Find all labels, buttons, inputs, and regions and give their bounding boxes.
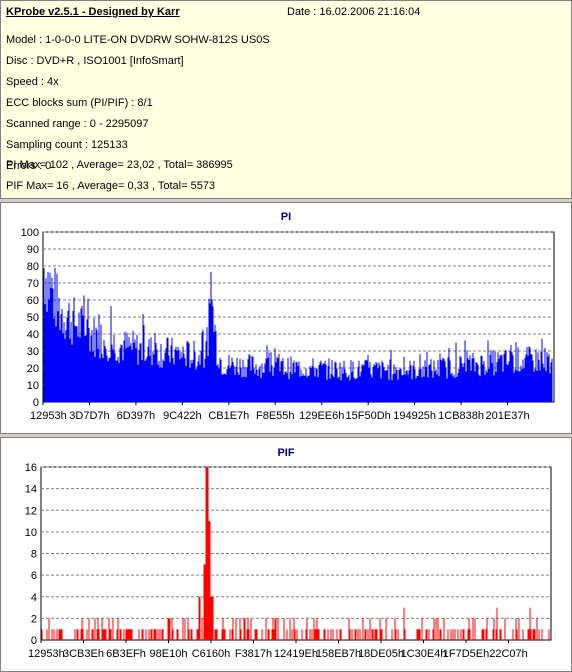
disc-line: Disc : DVD+R , ISO1001 [InfoSmart]	[6, 55, 184, 67]
pif-y-tick-label: 0	[31, 635, 37, 647]
pi-x-tick-label: 9C422h	[163, 410, 202, 422]
pi-y-tick-label: 80	[27, 261, 39, 273]
pi-x-tick-label: 194925h	[393, 410, 436, 422]
errors-line: Errors : 0	[6, 160, 52, 172]
pif-x-tick-label: 1C30E4h	[401, 648, 447, 660]
pi-y-tick-label: 50	[27, 312, 39, 324]
pif-x-tick-label: 158EB7h	[316, 648, 361, 660]
model-line: Model : 1-0-0-0 LITE-ON DVDRW SOHW-812S …	[6, 34, 270, 46]
pif-summary-line: PIF Max= 16 , Average= 0,33 , Total= 557…	[6, 180, 216, 192]
pif-x-tick-label: 98E10h	[150, 648, 188, 660]
pif-x-tick-label: 3CB3Eh	[63, 648, 104, 660]
pi-x-tick-label: 129EE6h	[299, 410, 344, 422]
pif-y-tick-label: 8	[31, 549, 37, 561]
pi-y-tick-label: 90	[27, 244, 39, 256]
range-line: Scanned range : 0 - 2295097	[6, 118, 149, 130]
pi-y-tick-label: 60	[27, 295, 39, 307]
pi-y-tick-label: 10	[27, 380, 39, 392]
pif-y-tick-label: 16	[25, 462, 37, 474]
pi-chart: 0 10 20 30 40 50 60 70 80 90 100 12953h 3D7D7h 6D397h…	[21, 227, 555, 422]
info-panel: KProbe v2.5.1 - Designed by Karr Date : …	[0, 0, 572, 199]
pif-x-tick-label: F3817h	[235, 648, 272, 660]
pif-x-tick-label: 18DE05h	[358, 648, 404, 660]
pif-bars	[41, 467, 550, 640]
pif-y-tick-label: 12	[25, 505, 37, 517]
pi-x-tick-label: 12953h	[30, 410, 67, 422]
pi-x-tick-label: F8E55h	[256, 410, 295, 422]
pi-x-tick-label: 201E37h	[486, 410, 530, 422]
pif-x-tick-label: 6B3EFh	[106, 648, 146, 660]
pif-x-tick-label: 12419Eh	[274, 648, 318, 660]
pif-x-tick-label: C6160h	[192, 648, 231, 660]
pi-x-tick-label: 1CB838h	[438, 410, 484, 422]
pif-y-tick-label: 14	[25, 484, 37, 496]
pif-chart-title: PIF	[277, 447, 295, 459]
pi-summary-line: PI Max= 102 , Average= 23,02 , Total= 38…	[6, 159, 233, 171]
pif-y-tick-label: 2	[31, 613, 37, 625]
pi-x-tick-label: 3D7D7h	[69, 410, 109, 422]
pi-bars	[43, 267, 553, 402]
pi-chart-title: PI	[280, 211, 292, 223]
pi-y-tick-label: 30	[27, 346, 39, 358]
pif-x-tick-label: 22C07h	[489, 648, 528, 660]
pif-y-tick-label: 10	[25, 527, 37, 539]
pif-x-tick-label: 1F7D5Eh	[443, 648, 489, 660]
pif-y-tick-label: 6	[31, 570, 37, 582]
pif-y-tick-label: 4	[31, 592, 37, 604]
pi-chart-panel: PI 0 10 20 30 40 50 60 70 80 90 100 12953h 3D7D7h 6D3…	[0, 202, 572, 434]
pi-y-tick-label: 40	[27, 329, 39, 341]
pi-x-tick-label: CB1E7h	[208, 410, 249, 422]
pi-y-tick-label: 100	[21, 227, 39, 239]
app-title: KProbe v2.5.1 - Designed by Karr	[6, 6, 180, 18]
pif-chart-panel: PIF 0 2 4 6 8 10 12 14 16 12953h 3CB3Eh 6B3EFh 98E10…	[0, 437, 572, 672]
sampling-line: Sampling count : 125133	[6, 139, 128, 151]
pi-y-tick-label: 70	[27, 278, 39, 290]
pif-x-tick-label: 12953h	[28, 648, 65, 660]
scan-date: Date : 16.02.2006 21:16:04	[287, 6, 421, 18]
pi-x-tick-label: 15F50Dh	[346, 410, 391, 422]
pi-x-tick-label: 6D397h	[117, 410, 156, 422]
speed-line: Speed : 4x	[6, 76, 59, 88]
ecc-line: ECC blocks sum (PI/PIF) : 8/1	[6, 97, 153, 109]
pi-y-tick-label: 20	[27, 363, 39, 375]
pi-y-tick-label: 0	[33, 397, 39, 409]
